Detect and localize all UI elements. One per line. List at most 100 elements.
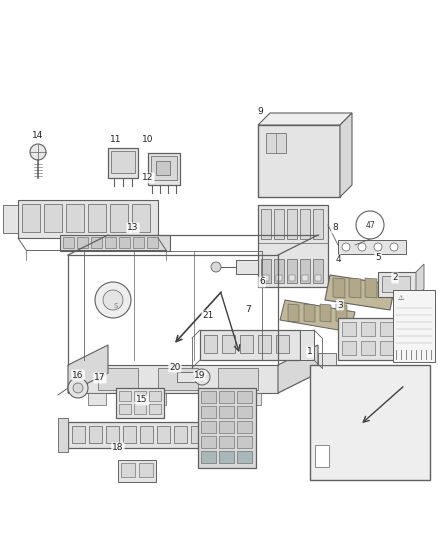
Circle shape [73, 383, 83, 393]
Bar [191, 426, 204, 443]
Bar [158, 368, 198, 390]
Bar [200, 330, 300, 360]
Bar [338, 318, 418, 360]
Bar [91, 237, 102, 248]
Text: 12: 12 [142, 174, 154, 182]
Circle shape [68, 378, 88, 398]
Bar [108, 148, 138, 178]
Bar [300, 330, 314, 360]
Polygon shape [278, 345, 318, 393]
Bar [219, 421, 234, 433]
Polygon shape [416, 264, 424, 297]
Bar [274, 259, 284, 283]
Text: 9: 9 [257, 108, 263, 117]
Bar [98, 368, 138, 390]
Text: 3: 3 [337, 301, 343, 310]
Text: 5: 5 [375, 254, 381, 262]
Bar [44, 204, 62, 232]
Bar [119, 391, 131, 401]
Circle shape [358, 243, 366, 251]
Text: 20: 20 [170, 362, 181, 372]
Text: 4: 4 [335, 255, 341, 264]
Bar [263, 275, 269, 281]
Bar [302, 275, 308, 281]
Bar [3, 205, 18, 233]
Bar [315, 275, 321, 281]
Bar [222, 335, 235, 353]
Text: 2: 2 [392, 273, 398, 282]
Bar [266, 133, 286, 153]
Text: 16: 16 [72, 370, 84, 379]
Bar [208, 393, 226, 405]
Bar [119, 237, 130, 248]
Bar [310, 365, 430, 480]
Bar [361, 341, 375, 355]
Circle shape [342, 243, 350, 251]
Bar [382, 276, 410, 292]
Bar [258, 205, 328, 287]
Circle shape [103, 290, 123, 310]
Polygon shape [349, 278, 361, 298]
Bar [236, 260, 258, 274]
Text: 7: 7 [245, 305, 251, 314]
Bar [399, 322, 413, 336]
Bar [315, 445, 329, 467]
Polygon shape [340, 113, 352, 197]
Bar [342, 341, 356, 355]
Bar [77, 237, 88, 248]
Bar [378, 272, 416, 297]
Bar [123, 426, 136, 443]
Bar [318, 353, 336, 365]
Bar [313, 209, 323, 239]
Bar [110, 204, 128, 232]
Bar [287, 259, 297, 283]
Bar [218, 368, 258, 390]
Bar [68, 422, 213, 448]
Bar [119, 404, 131, 414]
Text: 17: 17 [94, 374, 106, 383]
Bar [300, 259, 310, 283]
Bar [219, 391, 234, 403]
Polygon shape [325, 275, 395, 310]
Bar [237, 436, 252, 448]
Bar [201, 421, 216, 433]
Bar [22, 204, 40, 232]
Bar [72, 426, 85, 443]
Bar [116, 388, 164, 418]
Bar [139, 463, 153, 477]
Polygon shape [280, 300, 355, 332]
Bar [287, 209, 297, 239]
Bar [380, 322, 394, 336]
Bar [18, 200, 158, 238]
Polygon shape [304, 304, 315, 322]
Bar [361, 322, 375, 336]
Text: 8: 8 [332, 223, 338, 232]
Bar [204, 335, 217, 353]
Bar [157, 426, 170, 443]
Bar [60, 235, 170, 251]
Circle shape [390, 243, 398, 251]
Bar [105, 237, 116, 248]
Bar [276, 275, 282, 281]
Polygon shape [365, 278, 377, 298]
Bar [237, 406, 252, 418]
Bar [151, 156, 177, 180]
Bar [88, 393, 106, 405]
Bar [58, 418, 68, 452]
Bar [393, 290, 435, 362]
Bar [174, 426, 187, 443]
Bar [219, 406, 234, 418]
Bar [149, 391, 161, 401]
Bar [111, 151, 135, 173]
Polygon shape [68, 345, 108, 393]
Circle shape [194, 369, 210, 385]
Bar [201, 451, 216, 463]
Bar [88, 204, 106, 232]
Bar [313, 259, 323, 283]
Bar [133, 237, 144, 248]
Bar [380, 341, 394, 355]
Bar [240, 335, 253, 353]
Circle shape [95, 282, 131, 318]
Text: 14: 14 [32, 131, 44, 140]
Polygon shape [381, 278, 393, 298]
